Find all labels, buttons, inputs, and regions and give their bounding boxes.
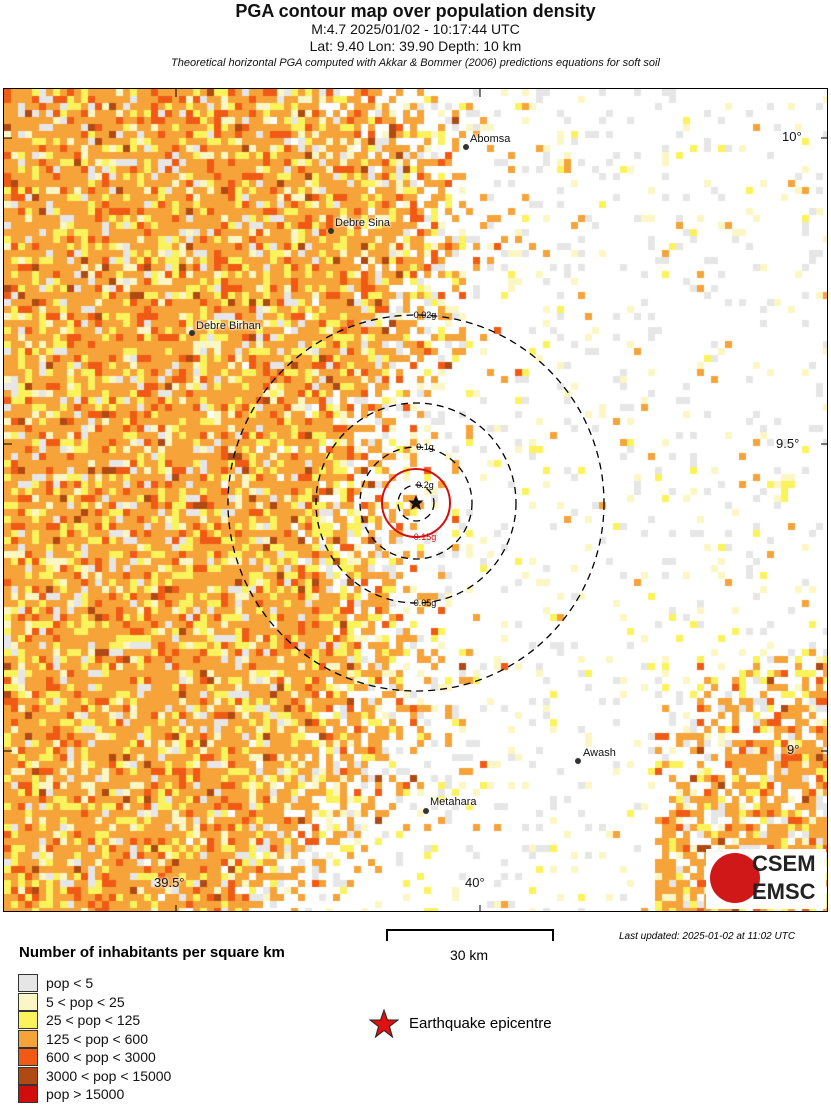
logo-text-bottom: EMSC xyxy=(752,879,816,904)
legend-item: 3000 < pop < 15000 xyxy=(18,1066,172,1085)
city-marker xyxy=(575,758,581,764)
legend-item: pop > 15000 xyxy=(18,1085,124,1103)
legend-label: 3000 < pop < 15000 xyxy=(46,1067,172,1084)
epicentre-star-icon xyxy=(408,495,424,510)
contour-0_15g xyxy=(381,468,451,538)
csem-emsc-logo: CSEM EMSC xyxy=(706,849,826,909)
city-label: Debre Birhan xyxy=(196,320,261,332)
legend-swatch xyxy=(18,992,38,1011)
legend-label: 25 < pop < 125 xyxy=(46,1012,141,1028)
contour-label: 0.02g xyxy=(414,310,437,320)
logo-text-top: CSEM xyxy=(752,851,816,876)
population-map[interactable]: 0.02g 0.05g 0.1g 0.15g 0.2g Abomsa Debre Sin… xyxy=(3,88,828,912)
legend-swatch xyxy=(18,1066,38,1085)
city-label: Awash xyxy=(583,747,616,759)
city-marker xyxy=(328,228,334,234)
contour-label: 0.15g xyxy=(414,532,437,542)
event-info: M:4.7 2025/01/02 - 10:17:44 UTC xyxy=(311,21,520,37)
contour-label: 0.1g xyxy=(416,442,434,452)
legend-label: 600 < pop < 3000 xyxy=(46,1049,156,1065)
globe-icon xyxy=(710,853,760,903)
legend-item: 5 < pop < 25 xyxy=(18,992,125,1011)
legend-label: pop > 15000 xyxy=(46,1086,125,1102)
legend-label: pop < 5 xyxy=(46,975,94,991)
epicentre-star-icon xyxy=(369,1009,399,1039)
contour-0_1g xyxy=(359,446,473,560)
city-label: Abomsa xyxy=(470,133,511,145)
city-marker xyxy=(463,144,469,150)
legend-title: Number of inhabitants per square km xyxy=(19,944,285,961)
legend-label: 5 < pop < 25 xyxy=(46,993,125,1010)
last-updated: Last updated: 2025-01-02 at 11:02 UTC xyxy=(619,931,796,942)
contour-0_2g xyxy=(397,484,435,522)
legend-item: 600 < pop < 3000 xyxy=(18,1048,156,1066)
legend-swatch xyxy=(18,1011,38,1029)
contour-label: 0.05g xyxy=(414,598,437,608)
scale-bar xyxy=(386,929,554,941)
contour-0_05g xyxy=(315,402,517,604)
method-note: Theoretical horizontal PGA computed with… xyxy=(171,57,660,69)
legend-swatch xyxy=(18,1085,38,1103)
legend-swatch xyxy=(18,1048,38,1066)
event-location: Lat: 9.40 Lon: 39.90 Depth: 10 km xyxy=(309,38,522,54)
legend-item: pop < 5 xyxy=(18,974,93,992)
pga-contours: 0.02g 0.05g 0.1g 0.15g 0.2g xyxy=(4,89,827,911)
lat-tick: 9.5° xyxy=(776,436,800,451)
lat-tick: 10° xyxy=(782,129,802,144)
legend-swatch xyxy=(18,1029,38,1048)
legend-item: 25 < pop < 125 xyxy=(18,1011,140,1029)
lat-tick: 9° xyxy=(787,742,800,757)
contour-0_02g xyxy=(227,314,605,692)
epicentre-label: Earthquake epicentre xyxy=(409,1015,552,1032)
lon-tick: 40° xyxy=(465,875,485,890)
contour-label: 0.2g xyxy=(416,480,434,490)
map-title: PGA contour map over population density xyxy=(235,1,596,21)
legend-swatch xyxy=(18,974,38,992)
scale-label: 30 km xyxy=(449,947,489,963)
legend-item: 125 < pop < 600 xyxy=(18,1029,148,1048)
lon-tick: 39.5° xyxy=(154,875,185,890)
legend-label: 125 < pop < 600 xyxy=(46,1030,148,1047)
city-label: Debre Sina xyxy=(335,217,391,229)
city-label: Metahara xyxy=(430,796,477,808)
city-marker xyxy=(423,808,429,814)
city-marker xyxy=(189,330,195,336)
